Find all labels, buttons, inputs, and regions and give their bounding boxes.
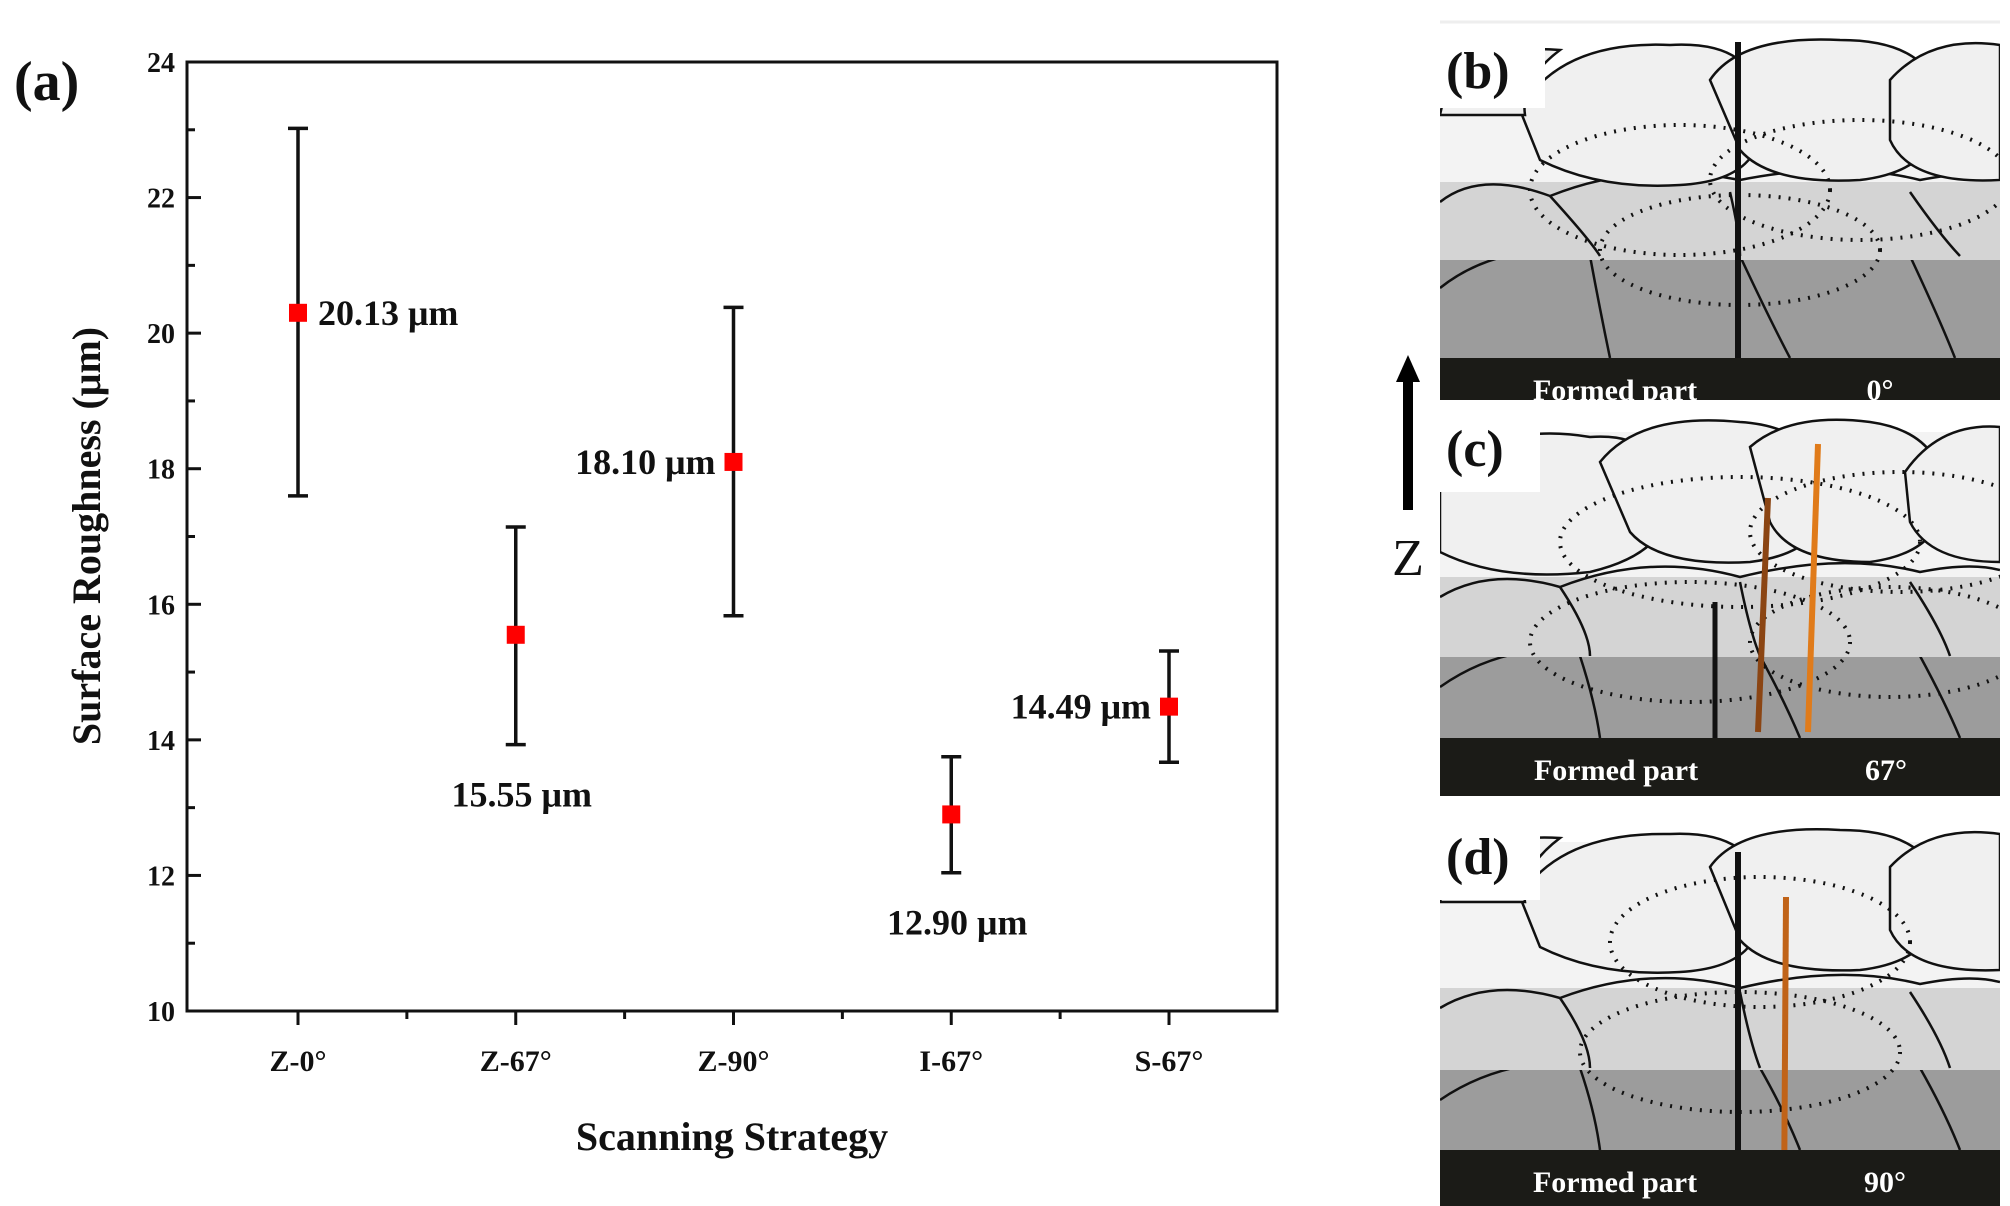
y-tick-label: 24 [147, 48, 175, 79]
schematic-c: Formed part 67° (c) [1440, 418, 2000, 796]
panel-label-c: (c) [1446, 421, 1504, 478]
y-tick-label: 12 [147, 861, 175, 892]
x-tick-label: I-67° [919, 1045, 983, 1078]
panel-label-d: (d) [1446, 829, 1510, 886]
data-points [289, 303, 1178, 824]
data-label: 14.49 μm [1011, 687, 1151, 727]
track-line-dark-c [1755, 497, 1771, 733]
data-label: 18.10 μm [575, 442, 715, 482]
data-label: 20.13 μm [318, 293, 458, 333]
roughness-chart: (a) 10 12 14 16 18 20 22 24 Z-0° Z-67° Z-90° I-67°… [14, 48, 1279, 1159]
formed-part-label-b: Formed part [1533, 374, 1697, 400]
y-tick-label: 18 [147, 455, 175, 486]
data-labels: 20.13 μm 15.55 μm 18.10 μm 12.90 μm 14.49 μm [318, 293, 1151, 943]
formed-part-base-d [1440, 1150, 2000, 1206]
panel-label-a: (a) [14, 51, 79, 113]
x-tick-label: S-67° [1135, 1045, 1204, 1078]
y-tick-label: 10 [147, 997, 175, 1028]
y-tick-label: 22 [147, 184, 175, 215]
y-axis: 10 12 14 16 18 20 22 24 [147, 48, 201, 1028]
data-point [289, 303, 307, 322]
data-point [1160, 697, 1178, 716]
track-line-light-c [1805, 443, 1821, 733]
data-point [506, 625, 525, 644]
z-axis-label: Z [1392, 530, 1424, 587]
formed-part-base-c [1440, 738, 2000, 796]
z-arrow-head-icon [1396, 355, 1420, 382]
x-tick-label: Z-67° [480, 1045, 552, 1078]
formed-part-base-b [1440, 358, 2000, 400]
y-tick-label: 20 [147, 319, 175, 350]
angle-label-b: 0° [1867, 374, 1894, 400]
schematic-b: Formed part 0° (b) [1440, 20, 2000, 400]
angle-label-c: 67° [1865, 754, 1907, 787]
formed-part-label-d: Formed part [1533, 1166, 1697, 1199]
panel-label-b: (b) [1446, 43, 1510, 100]
data-point [724, 452, 743, 471]
x-axis-label: Scanning Strategy [576, 1114, 888, 1159]
x-tick-label: Z-0° [270, 1045, 327, 1078]
angle-label-d: 90° [1864, 1166, 1906, 1199]
formed-part-label-c: Formed part [1534, 754, 1698, 787]
y-tick-label: 16 [147, 590, 175, 621]
x-tick-label: Z-90° [698, 1045, 770, 1078]
data-label: 15.55 μm [452, 775, 592, 815]
data-point [942, 805, 961, 824]
error-bars [288, 126, 1179, 875]
x-axis: Z-0° Z-67° Z-90° I-67° S-67° [270, 1011, 1204, 1078]
y-axis-label: Surface Roughness (μm) [64, 327, 109, 745]
build-direction: Z [1392, 355, 1424, 587]
schematic-d: Formed part 90° (d) [1440, 828, 2000, 1206]
y-tick-label: 14 [147, 726, 175, 757]
data-label: 12.90 μm [887, 903, 1027, 943]
